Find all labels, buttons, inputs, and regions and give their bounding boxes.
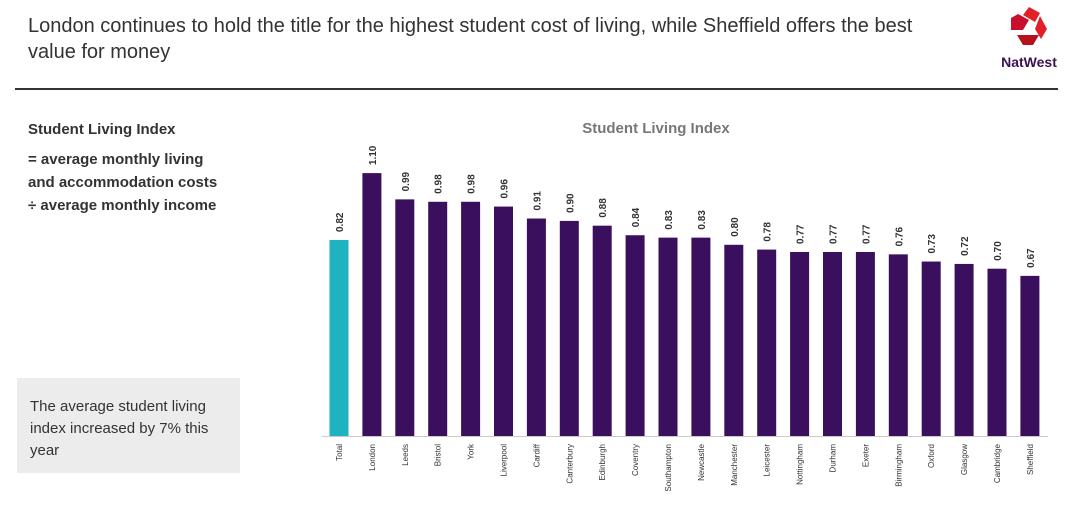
category-label: Edinburgh <box>598 444 607 480</box>
category-label: Liverpool <box>500 444 509 477</box>
category-label: Nottingham <box>796 444 805 485</box>
bar-durham <box>823 251 842 436</box>
category-label: Canterbury <box>565 444 574 484</box>
note-box: The average student living index increas… <box>17 378 240 473</box>
value-label: 0.90 <box>565 193 576 213</box>
bar-exeter <box>855 251 875 436</box>
value-label: 0.77 <box>861 224 872 244</box>
bar-newcastle <box>691 237 711 436</box>
category-label: Coventry <box>631 444 640 476</box>
value-label: 0.99 <box>401 171 412 191</box>
value-label: 1.10 <box>368 145 379 165</box>
bar-birmingham <box>888 254 908 436</box>
value-label: 0.98 <box>434 174 445 194</box>
definition-title: Student Living Index <box>28 121 176 138</box>
definition-body: = average monthly living and accommodati… <box>28 151 218 214</box>
value-label: 0.70 <box>993 241 1004 261</box>
category-label: Total <box>335 444 344 461</box>
bar-cambridge <box>987 268 1007 436</box>
value-label: 0.67 <box>1026 248 1037 268</box>
logo-text: NatWest <box>1001 54 1057 70</box>
value-label: 0.73 <box>927 234 938 254</box>
natwest-logo-icon <box>1011 7 1047 45</box>
category-label: Leeds <box>401 444 410 466</box>
category-label: Oxford <box>927 444 936 468</box>
category-label: Birmingham <box>894 444 903 487</box>
value-label: 0.72 <box>960 236 971 256</box>
category-label: London <box>368 444 377 471</box>
bar-leicester <box>757 249 777 436</box>
bar-london <box>362 173 382 436</box>
value-label: 0.88 <box>598 198 609 218</box>
bar-oxford <box>921 261 941 436</box>
category-label: Manchester <box>730 444 739 486</box>
value-label: 0.80 <box>730 217 741 237</box>
bar-total <box>329 240 349 436</box>
value-label: 0.77 <box>829 224 840 244</box>
value-label: 0.83 <box>697 210 708 230</box>
category-label: Exeter <box>861 444 870 467</box>
value-label: 0.98 <box>467 174 478 194</box>
bar-manchester <box>724 244 744 436</box>
bar-sheffield <box>1020 275 1040 436</box>
value-label: 0.91 <box>532 191 543 211</box>
value-label: 0.84 <box>631 207 642 227</box>
page-title: London continues to hold the title for t… <box>28 15 913 63</box>
bar-liverpool <box>494 206 513 436</box>
category-label: Leicester <box>763 444 772 477</box>
category-label: Glasgow <box>960 444 969 475</box>
category-label: Cambridge <box>993 443 1002 483</box>
bar-nottingham <box>790 251 810 436</box>
value-label: 0.82 <box>335 212 346 232</box>
bar-southampton <box>658 237 678 436</box>
bar-canterbury <box>559 220 579 436</box>
value-label: 0.96 <box>500 179 511 199</box>
category-label: York <box>467 443 476 460</box>
chart-title: Student Living Index <box>582 120 730 137</box>
category-label: Cardiff <box>532 443 541 467</box>
bar-cardiff <box>526 218 546 436</box>
category-label: Southampton <box>664 444 673 492</box>
bar-bristol <box>428 201 448 436</box>
bar-coventry <box>625 235 645 436</box>
natwest-logo: NatWest <box>995 5 1063 70</box>
category-label: Sheffield <box>1026 444 1035 475</box>
category-label: Durham <box>829 444 838 473</box>
bar-york <box>461 201 481 436</box>
value-label: 0.78 <box>763 222 774 242</box>
category-label: Newcastle <box>697 443 706 480</box>
bar-leeds <box>395 199 415 436</box>
bar-edinburgh <box>592 225 612 436</box>
category-label: Bristol <box>434 444 443 466</box>
value-label: 0.77 <box>796 224 807 244</box>
value-label: 0.76 <box>894 226 905 246</box>
bar-glasgow <box>954 263 974 436</box>
value-label: 0.83 <box>664 210 675 230</box>
divider <box>15 88 1058 90</box>
